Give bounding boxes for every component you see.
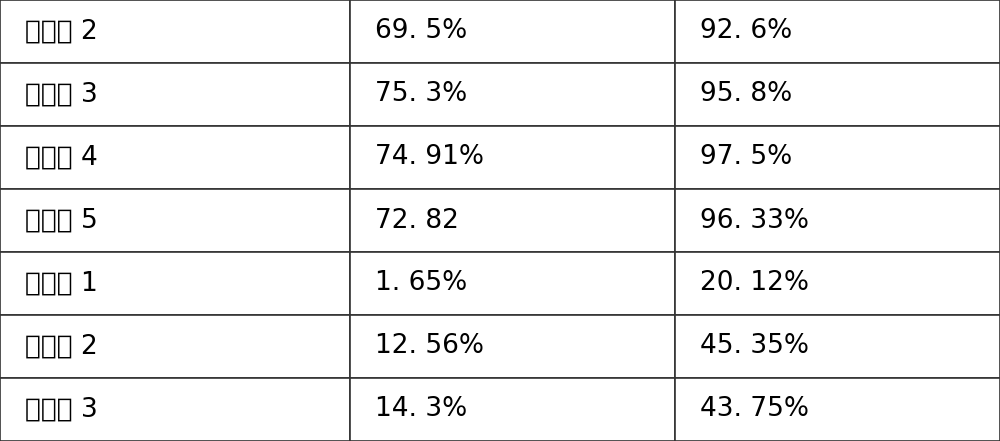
Text: 实施例 3: 实施例 3: [25, 82, 98, 108]
Text: 97. 5%: 97. 5%: [700, 145, 792, 171]
Bar: [675, 63, 1000, 126]
Bar: [0, 252, 350, 315]
Bar: [0, 126, 350, 189]
Bar: [350, 378, 675, 441]
Bar: [350, 126, 675, 189]
Text: 1. 65%: 1. 65%: [375, 270, 467, 296]
Bar: [675, 378, 1000, 441]
Text: 实施例 5: 实施例 5: [25, 208, 98, 233]
Bar: [675, 0, 1000, 63]
Text: 20. 12%: 20. 12%: [700, 270, 809, 296]
Text: 45. 35%: 45. 35%: [700, 333, 809, 359]
Text: 14. 3%: 14. 3%: [375, 396, 467, 422]
Text: 实施例 2: 实施例 2: [25, 19, 98, 45]
Text: 96. 33%: 96. 33%: [700, 208, 809, 233]
Bar: [350, 0, 675, 63]
Bar: [350, 315, 675, 378]
Text: 92. 6%: 92. 6%: [700, 19, 792, 45]
Bar: [0, 0, 350, 63]
Bar: [0, 315, 350, 378]
Text: 实施例 4: 实施例 4: [25, 145, 98, 171]
Text: 75. 3%: 75. 3%: [375, 82, 467, 108]
Text: 对比例 3: 对比例 3: [25, 396, 98, 422]
Text: 43. 75%: 43. 75%: [700, 396, 809, 422]
Text: 74. 91%: 74. 91%: [375, 145, 484, 171]
Bar: [0, 189, 350, 252]
Bar: [675, 252, 1000, 315]
Text: 12. 56%: 12. 56%: [375, 333, 484, 359]
Bar: [350, 189, 675, 252]
Bar: [350, 252, 675, 315]
Text: 72. 82: 72. 82: [375, 208, 459, 233]
Bar: [675, 189, 1000, 252]
Text: 对比例 1: 对比例 1: [25, 270, 98, 296]
Text: 对比例 2: 对比例 2: [25, 333, 98, 359]
Bar: [0, 63, 350, 126]
Text: 95. 8%: 95. 8%: [700, 82, 792, 108]
Text: 69. 5%: 69. 5%: [375, 19, 467, 45]
Bar: [675, 126, 1000, 189]
Bar: [675, 315, 1000, 378]
Bar: [0, 378, 350, 441]
Bar: [350, 63, 675, 126]
